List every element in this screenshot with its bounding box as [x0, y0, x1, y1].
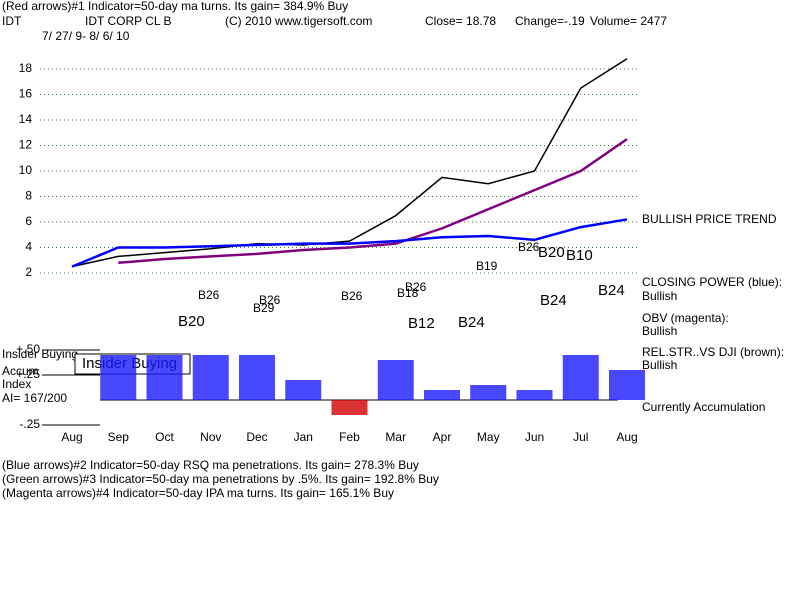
bar	[146, 355, 183, 400]
footer-line: (Green arrows)#3 Indicator=50-day ma pen…	[2, 472, 439, 486]
right-label: Bullish	[642, 289, 677, 303]
right-label: Currently Accumulation	[642, 400, 765, 414]
x-tick-label: May	[477, 430, 500, 444]
insider-label: Insider Buying	[2, 347, 78, 361]
x-tick-label: Jun	[525, 430, 544, 444]
signal-label: B24	[458, 314, 485, 331]
y-tick-label: 4	[25, 240, 32, 254]
y-tick-label: 8	[25, 189, 32, 203]
x-tick-label: Jul	[573, 430, 588, 444]
x-tick-label: Sep	[108, 430, 130, 444]
signal-label: B10	[566, 247, 593, 264]
signal-label: B26	[341, 289, 363, 303]
signal-label: B26	[259, 293, 281, 307]
signal-label: B26	[198, 288, 220, 302]
bar	[470, 385, 507, 400]
bar	[239, 355, 275, 400]
x-tick-label: Oct	[155, 430, 174, 444]
right-label: Bullish	[642, 358, 677, 372]
date-range: 7/ 27/ 9- 8/ 6/ 10	[42, 29, 130, 43]
series-line	[118, 138, 628, 265]
right-label: CLOSING POWER (blue):	[642, 275, 782, 289]
y-tick-label: +.25	[16, 367, 40, 381]
y-tick-label: -.25	[19, 417, 40, 431]
bar	[192, 355, 229, 400]
bar	[424, 390, 460, 400]
ai-label: AI= 167/200	[2, 391, 67, 405]
x-tick-label: Dec	[246, 430, 267, 444]
y-tick-label: 10	[19, 163, 33, 177]
y-tick-label: 14	[19, 112, 33, 126]
y-tick-label: +.50	[16, 342, 40, 356]
bar	[562, 355, 599, 400]
series-line	[71, 218, 628, 268]
x-tick-label: Feb	[339, 430, 360, 444]
right-label: REL.STR..VS DJI (brown):	[642, 345, 784, 359]
x-tick-label: Apr	[433, 430, 452, 444]
signal-label: B29	[253, 301, 275, 315]
signal-label: B12	[408, 315, 435, 332]
signal-label: B26	[405, 280, 427, 294]
footer-line: (Blue arrows)#2 Indicator=50-day RSQ ma …	[2, 458, 419, 472]
signal-label: B24	[598, 282, 625, 299]
x-tick-label: Nov	[200, 430, 221, 444]
x-tick-label: Aug	[61, 430, 82, 444]
x-tick-label: Aug	[616, 430, 637, 444]
right-label: BULLISH PRICE TREND	[642, 212, 777, 226]
footer-line: (Magenta arrows)#4 Indicator=50-day IPA …	[2, 486, 394, 500]
index-label: Index	[2, 377, 31, 391]
header-line: (Red arrows)#1 Indicator=50-day ma turns…	[2, 0, 348, 13]
y-tick-label: 18	[19, 61, 33, 75]
y-tick-label: 16	[19, 87, 33, 101]
signal-label: B24	[540, 292, 567, 309]
volume: Volume= 2477	[590, 14, 667, 28]
series-line	[71, 58, 628, 268]
right-label: Bullish	[642, 324, 677, 338]
y-tick-label: 2	[25, 265, 32, 279]
right-label: OBV (magenta):	[642, 311, 729, 325]
bar	[516, 390, 553, 400]
bar	[377, 360, 414, 400]
close: Close= 18.78	[425, 14, 496, 28]
signal-label: B18	[397, 286, 419, 300]
y-tick-label: 12	[19, 138, 33, 152]
y-tick-label: 6	[25, 214, 32, 228]
x-tick-label: Mar	[385, 430, 406, 444]
accum-label: Accum	[2, 364, 39, 378]
signal-label: B19	[476, 259, 498, 273]
bar	[285, 380, 322, 400]
copyright: (C) 2010 www.tigersoft.com	[225, 14, 372, 28]
x-tick-label: Jan	[294, 430, 313, 444]
company: IDT CORP CL B	[85, 14, 171, 28]
bar	[100, 355, 137, 400]
bar	[331, 400, 368, 415]
signal-label: B20	[538, 244, 565, 261]
change: Change=-.19	[515, 14, 585, 28]
signal-label: B20	[178, 313, 205, 330]
bar	[609, 370, 645, 400]
symbol: IDT	[2, 14, 22, 28]
signal-label: B26	[518, 240, 540, 254]
